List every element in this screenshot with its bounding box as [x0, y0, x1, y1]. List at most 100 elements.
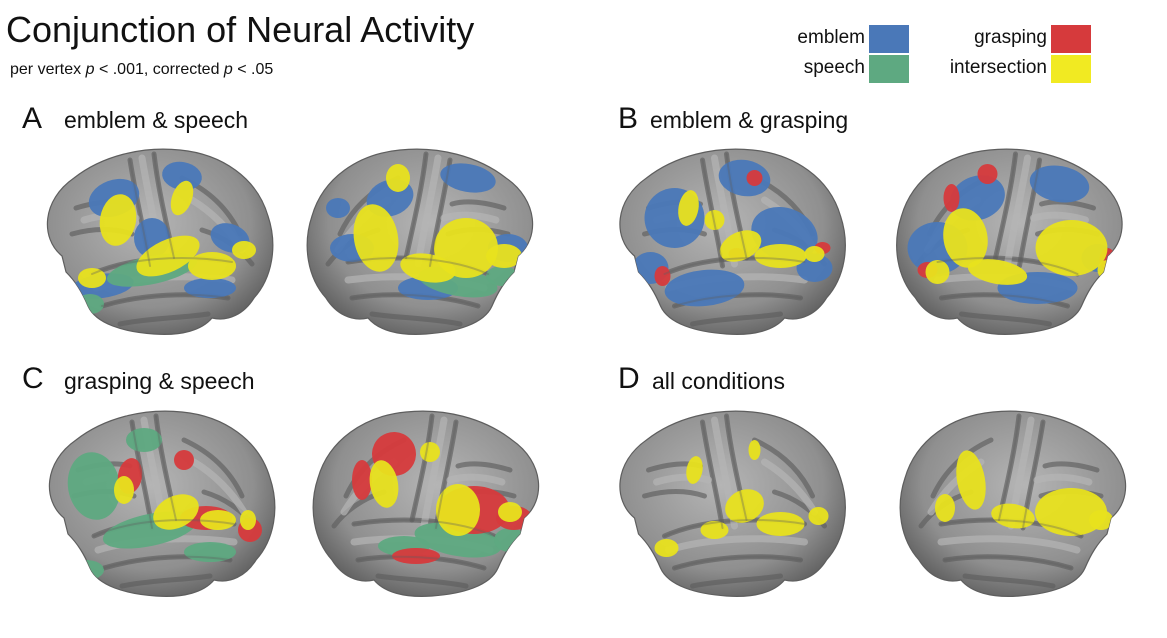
sulcus-overlay [998, 415, 1020, 521]
brain-surface [899, 410, 1127, 597]
sulcus-overlay [940, 519, 1082, 537]
sulcus-overlay [103, 555, 231, 569]
activation-intersection [420, 442, 440, 462]
activation-intersection [756, 512, 805, 536]
gyrus-highlight [1033, 473, 1093, 486]
panel-a-brain-right-hemisphere [306, 148, 534, 335]
sulcus [1042, 461, 1100, 473]
brain-surface [46, 148, 274, 335]
activation-grasping [746, 170, 763, 186]
brain-surface [896, 148, 1123, 335]
sulcus-overlay [429, 159, 451, 267]
legend-item-grasping: grasping [891, 25, 1091, 53]
activation-intersection [498, 502, 522, 522]
sulcus [455, 461, 513, 473]
sulcus-overlay [936, 257, 1079, 275]
activation-speech [486, 266, 518, 286]
panel-c-brain-left-hemisphere [48, 410, 276, 597]
activation-intersection [678, 190, 699, 226]
subtitle-part3: < .05 [232, 61, 274, 78]
sulcus [117, 311, 211, 327]
activation-emblem [184, 278, 236, 298]
sulcus [375, 573, 469, 589]
sulcus-overlay [131, 421, 153, 529]
sulcus [369, 311, 463, 327]
sulcus-overlay [701, 421, 724, 529]
activation-intersection [654, 539, 679, 557]
figure-subtitle: per vertex p < .001, corrected p < .05 [10, 60, 273, 80]
activation-intersection [1035, 220, 1108, 276]
sulcus [642, 489, 707, 499]
sulcus-overlay [153, 153, 175, 259]
sulcus-overlay [673, 293, 802, 307]
panel-c-letter: C [22, 362, 44, 395]
activation-speech [67, 452, 121, 520]
legend-label-emblem: emblem [797, 27, 865, 48]
panel-d-name: all conditions [652, 368, 785, 394]
gyrus-highlight [1004, 154, 1031, 268]
activation-grasping [943, 184, 960, 212]
sulcus [942, 554, 1074, 571]
activation-grasping [392, 548, 440, 564]
sulcus [409, 413, 435, 523]
sulcus-overlay [435, 421, 457, 529]
activation-intersection [967, 259, 1028, 285]
activation-intersection [486, 244, 522, 268]
legend-swatch-intersection [1051, 55, 1091, 83]
sulcus-overlay [93, 519, 235, 537]
activation-emblem [326, 198, 350, 218]
sulcus-overlay [701, 159, 724, 267]
legend-item-emblem: emblem [709, 25, 909, 53]
subtitle-p1: p [85, 61, 95, 78]
activation-intersection [153, 494, 199, 530]
activation-intersection [754, 244, 807, 268]
activation-intersection [935, 494, 955, 522]
sulcus-overlay [725, 415, 748, 521]
sulcus-overlay [91, 257, 233, 275]
activation-intersection [956, 450, 986, 510]
subtitle-p2: p [223, 61, 233, 78]
activation-grasping [977, 164, 998, 184]
activation-intersection [78, 268, 106, 288]
sulcus-overlay [994, 153, 1017, 259]
activation-emblem [664, 269, 745, 307]
subtitle-part1: per vertex [10, 61, 86, 78]
panel-d-brain-left-hemisphere [619, 410, 846, 597]
activation-intersection [436, 484, 480, 536]
activation-grasping [352, 460, 372, 500]
activation-intersection [804, 246, 825, 262]
panel-b-brain-left-hemisphere [619, 148, 846, 335]
panel-b-name: emblem & grasping [650, 107, 849, 133]
gyrus-highlight [937, 535, 1081, 554]
sulcus-overlay [663, 519, 806, 537]
brain-surface [619, 410, 846, 597]
sulcus [690, 573, 783, 589]
activation-intersection [748, 440, 761, 460]
activation-intersection [808, 507, 829, 525]
activation-grasping [654, 266, 671, 286]
sulcus [672, 554, 803, 571]
sulcus [181, 437, 245, 499]
activation-intersection [400, 253, 456, 283]
activation-intersection [232, 241, 256, 259]
sulcus-overlay [405, 153, 427, 259]
panel-a-name: emblem & speech [64, 107, 249, 133]
sulcus-overlay [353, 519, 495, 537]
activation-intersection [1097, 260, 1118, 280]
sulcus-overlay [129, 159, 151, 267]
activation-speech [76, 294, 104, 314]
activation-intersection [991, 503, 1035, 529]
sulcus-overlay [1018, 159, 1041, 267]
legend-swatch-speech [869, 55, 909, 83]
activation-emblem [1029, 165, 1090, 203]
sulcus-overlay [351, 293, 479, 307]
activation-intersection [725, 489, 764, 523]
gyrus-highlight [190, 458, 248, 516]
brain-surface [48, 410, 276, 597]
gyrus-highlight [440, 211, 500, 224]
panel-b-letter: B [618, 102, 639, 135]
sulcus [959, 311, 1052, 327]
sulcus-overlay [357, 555, 485, 569]
legend-swatch-emblem [869, 25, 909, 53]
legend-label-intersection: intersection [949, 57, 1047, 78]
